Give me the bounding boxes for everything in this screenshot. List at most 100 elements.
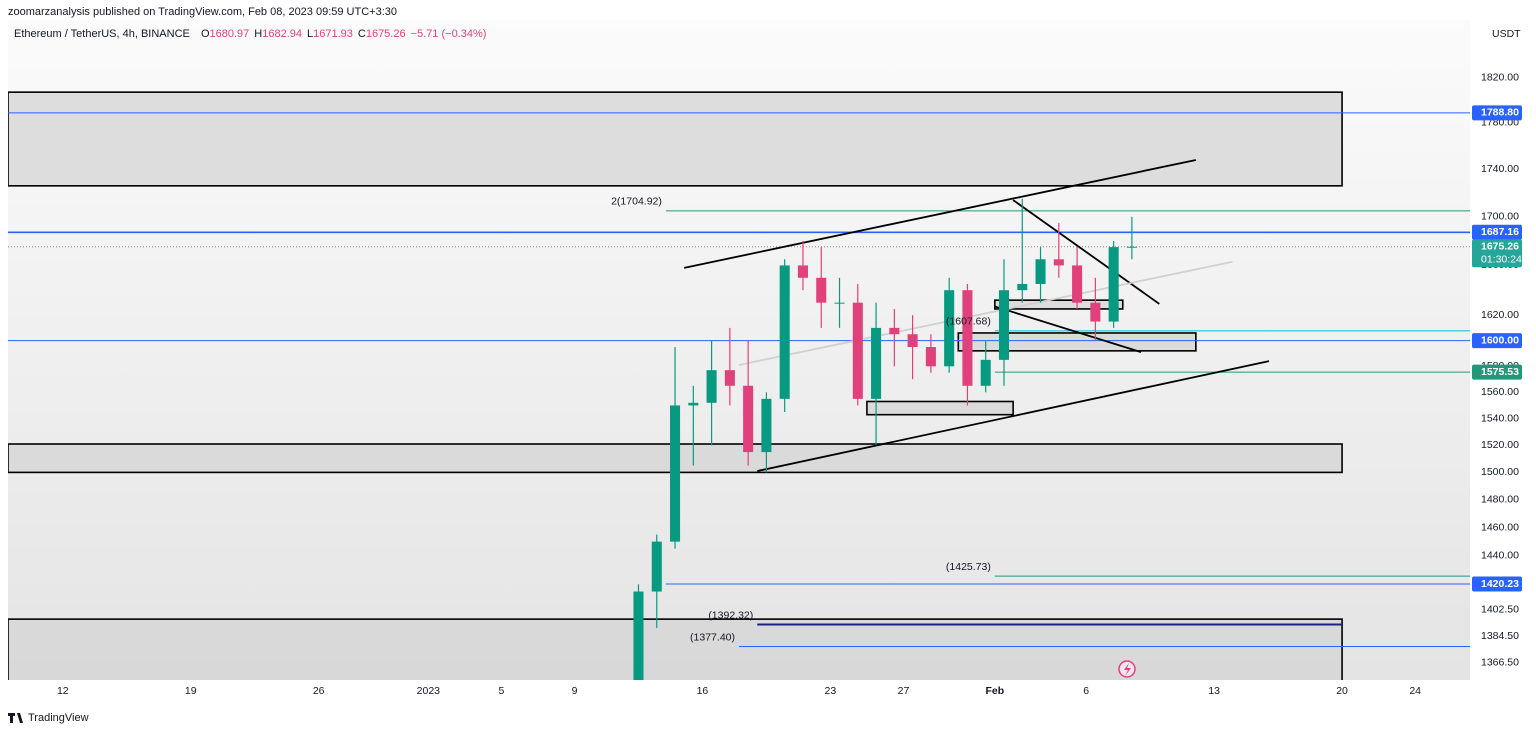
x-tick-label: 16 — [697, 685, 709, 697]
candle-body — [761, 398, 772, 453]
level-note: (1607.68) — [946, 316, 991, 328]
y-tick-label: 1384.50 — [1481, 630, 1519, 642]
y-tick-label: 1700.00 — [1481, 211, 1519, 223]
candle-body — [743, 385, 754, 453]
candle-body — [797, 265, 808, 278]
y-tick-label: 1740.00 — [1481, 163, 1519, 175]
icon-bolt — [1124, 663, 1131, 676]
y-tick-label: 1820.00 — [1481, 71, 1519, 83]
zone — [994, 299, 1124, 310]
candle-body — [670, 405, 681, 542]
candle-body — [834, 302, 845, 304]
price-tag-text: 1575.53 — [1481, 366, 1519, 378]
ohlc-letter: H — [254, 28, 262, 40]
lightning-icon[interactable] — [1118, 660, 1136, 678]
candle-body — [962, 290, 973, 386]
trend-line — [738, 260, 1233, 366]
price-tag-text: 1600.00 — [1481, 334, 1519, 346]
zone — [957, 332, 1197, 352]
price-tag — [1472, 364, 1522, 380]
candle-body — [651, 541, 662, 592]
x-tick-label: 19 — [185, 685, 197, 697]
candle-body — [944, 290, 955, 367]
logo-mark — [8, 713, 23, 723]
candle-body — [1035, 259, 1046, 284]
x-tick-label: 6 — [1083, 685, 1089, 697]
x-tick-label: 24 — [1409, 685, 1421, 697]
candle-body — [816, 277, 827, 303]
y-tick-label: 1500.00 — [1481, 466, 1519, 478]
candle-body — [907, 334, 918, 347]
level-note: (1392.32) — [708, 609, 753, 621]
ohlc-value: 1682.94 — [262, 28, 302, 40]
price-tag-text: 1687.16 — [1481, 226, 1519, 238]
candle-body — [852, 302, 863, 399]
brand-name: TradingView — [28, 712, 89, 724]
candle-body — [980, 359, 991, 386]
trend-line — [1012, 199, 1160, 305]
candle-body — [706, 370, 717, 403]
ohlc-value: 1671.93 — [313, 28, 353, 40]
candle-body — [633, 591, 644, 680]
x-tick-label: 9 — [572, 685, 578, 697]
y-tick-label: 1480.00 — [1481, 494, 1519, 506]
y-tick-label: 1460.00 — [1481, 521, 1519, 533]
y-tick-label: 1440.00 — [1481, 550, 1519, 562]
y-tick-label: 1780.00 — [1481, 117, 1519, 129]
zone — [866, 400, 1014, 416]
publisher-line: zoomarzanalysis published on TradingView… — [8, 6, 397, 18]
price-tag-text: 1420.23 — [1481, 578, 1519, 590]
candle-body — [998, 290, 1010, 360]
price-tag — [1472, 576, 1522, 592]
price-tag — [1472, 239, 1522, 268]
change: −5.71 (−0.34%) — [411, 28, 487, 40]
trend-line — [757, 360, 1270, 472]
candle-body — [1072, 265, 1083, 303]
symbol-legend: Ethereum / TetherUS, 4h, BINANCE O1680.9… — [14, 28, 486, 40]
ohlc-value: 1680.97 — [210, 28, 250, 40]
candle-body — [1090, 302, 1101, 322]
ohlc-value: 1675.26 — [366, 28, 406, 40]
zone — [8, 618, 1343, 680]
candle-body — [1017, 283, 1028, 291]
x-tick-label: 27 — [898, 685, 910, 697]
overlay: 1820.001780.001740.001700.001660.001620.… — [57, 71, 1522, 696]
x-tick-label: 2023 — [417, 685, 441, 697]
candle-body — [871, 327, 882, 399]
x-tick-label: 26 — [313, 685, 325, 697]
y-tick-label: 1402.50 — [1481, 603, 1519, 615]
x-tick-label: 13 — [1208, 685, 1220, 697]
candle-body — [889, 327, 900, 335]
level-note: (1377.40) — [690, 631, 735, 643]
symbol: Ethereum / TetherUS, 4h, BINANCE — [14, 28, 190, 40]
candle-body — [779, 265, 790, 399]
ohlc-letter: L — [307, 28, 313, 40]
candle-body — [1053, 259, 1064, 266]
x-tick-label: Feb — [986, 685, 1005, 697]
price-tag — [1472, 333, 1522, 349]
y-unit: USDT — [1492, 28, 1521, 40]
price-tag-text: 1788.80 — [1481, 107, 1519, 119]
trend-line — [994, 305, 1142, 353]
level-note: (1425.73) — [946, 561, 991, 573]
y-tick-label: 1620.00 — [1481, 309, 1519, 321]
y-tick-label: 1520.00 — [1481, 439, 1519, 451]
ohlc-letter: O — [201, 28, 210, 40]
candle-body — [925, 346, 936, 367]
countdown: 01:30:24 — [1481, 254, 1522, 266]
candle-body — [1108, 247, 1119, 322]
brand-logo[interactable]: TradingView — [8, 712, 89, 724]
y-tick-label: 1366.50 — [1481, 657, 1519, 669]
y-tick-label: 1560.00 — [1481, 386, 1519, 398]
x-tick-label: 5 — [499, 685, 505, 697]
price-tag — [1472, 224, 1522, 240]
zone — [8, 91, 1343, 187]
price-tag-text: 1675.26 — [1481, 241, 1519, 253]
candle-body — [1126, 246, 1137, 248]
x-tick-label: 12 — [57, 685, 69, 697]
price-tag — [1472, 105, 1522, 121]
ohlc-letter: C — [358, 28, 366, 40]
y-tick-label: 1540.00 — [1481, 412, 1519, 424]
x-tick-label: 23 — [825, 685, 837, 697]
